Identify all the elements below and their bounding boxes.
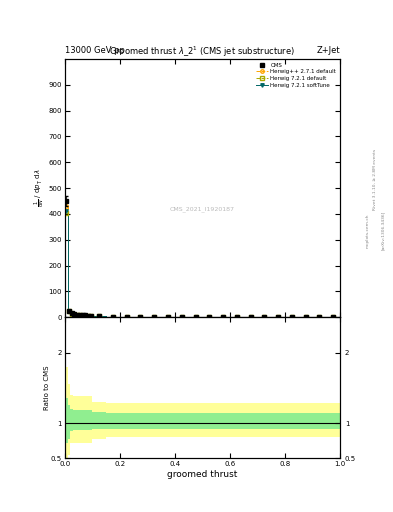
Text: mcplots.cern.ch: mcplots.cern.ch xyxy=(365,213,369,248)
Text: Rivet 3.1.10, ≥ 2.8M events: Rivet 3.1.10, ≥ 2.8M events xyxy=(373,148,377,210)
X-axis label: groomed thrust: groomed thrust xyxy=(167,470,238,479)
Y-axis label: $\frac{1}{\mathrm{d}N}$ / $\mathrm{d}p_\mathrm{T}$ $\mathrm{d}\lambda$: $\frac{1}{\mathrm{d}N}$ / $\mathrm{d}p_\… xyxy=(33,169,47,207)
Text: CMS_2021_I1920187: CMS_2021_I1920187 xyxy=(170,206,235,211)
Y-axis label: Ratio to CMS: Ratio to CMS xyxy=(44,366,50,410)
Legend: CMS, Herwig++ 2.7.1 default, Herwig 7.2.1 default, Herwig 7.2.1 softTune: CMS, Herwig++ 2.7.1 default, Herwig 7.2.… xyxy=(255,61,337,89)
Text: Z+Jet: Z+Jet xyxy=(316,46,340,55)
Text: 13000 GeV pp: 13000 GeV pp xyxy=(65,46,125,55)
Text: [arXiv:1306.3436]: [arXiv:1306.3436] xyxy=(381,211,385,250)
Title: Groomed thrust $\lambda\_2^1$ (CMS jet substructure): Groomed thrust $\lambda\_2^1$ (CMS jet s… xyxy=(110,45,295,59)
